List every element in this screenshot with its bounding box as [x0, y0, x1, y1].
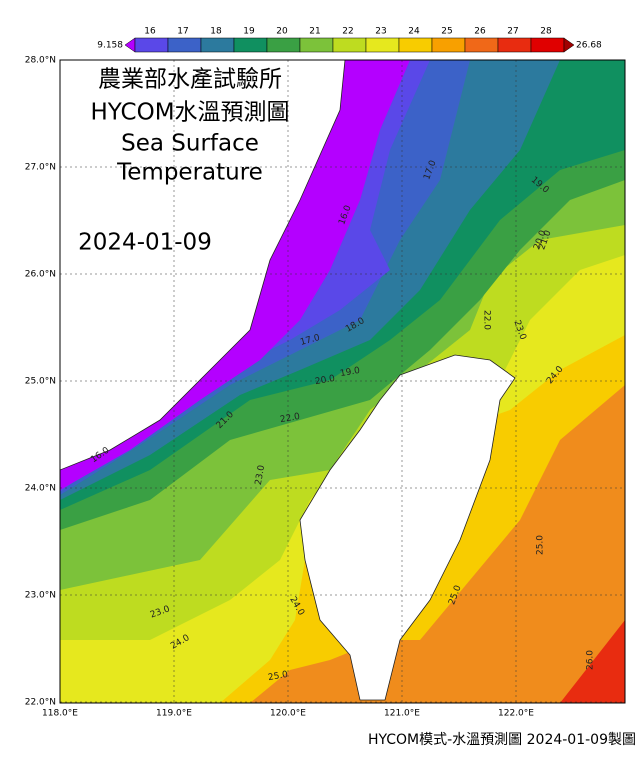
colorbar-high-triangle	[563, 37, 575, 53]
colorbar-tick-label: 19	[243, 27, 255, 37]
colorbar-tick-label: 25	[441, 27, 452, 37]
colorbar-tick-label: 20	[276, 27, 288, 37]
title-agency: 農業部水產試驗所	[98, 67, 282, 93]
colorbar-tick-label: 17	[177, 27, 188, 37]
contour-label: 23.0	[254, 464, 267, 486]
colorbar-swatch	[200, 37, 235, 53]
title-variable-1: Sea Surface	[121, 131, 259, 157]
colorbar-tick-label: 18	[210, 27, 222, 37]
colorbar-swatch	[332, 37, 367, 53]
colorbar-swatch	[134, 37, 169, 53]
colorbar-low-triangle	[124, 37, 136, 53]
colorbar-min-label: 9.158	[97, 41, 123, 51]
lat-label: 27.0°N	[25, 163, 56, 173]
plot-frame	[59, 59, 626, 704]
colorbar-swatch	[233, 37, 268, 53]
colorbar-swatch	[431, 37, 466, 53]
colorbar-swatch	[266, 37, 301, 53]
lat-label: 23.0°N	[25, 591, 56, 601]
colorbar-swatch	[497, 37, 532, 53]
lon-label: 119.0°E	[156, 709, 192, 719]
contour-label: 25.0	[267, 670, 289, 683]
lat-label: 25.0°N	[25, 377, 56, 387]
title-variable-2: Temperature	[116, 160, 263, 186]
contour-label: 19.0	[339, 366, 361, 379]
colorbar-tick-label: 16	[144, 27, 156, 37]
colorbar-tick-label: 23	[375, 27, 386, 37]
contour-label: 22.0	[279, 412, 301, 425]
lat-label: 24.0°N	[25, 484, 56, 494]
colorbar-max-label: 26.68	[576, 41, 602, 51]
colorbar-swatch	[464, 37, 499, 53]
footer: HYCOM模式-水溫預測圖 2024-01-09製圖	[368, 732, 636, 748]
colorbar-tick-label: 28	[540, 27, 552, 37]
colorbar-tick-label: 22	[342, 27, 353, 37]
colorbar-tick-label: 26	[474, 27, 486, 37]
lon-label: 120.0°E	[270, 709, 306, 719]
lat-label: 22.0°N	[25, 698, 56, 708]
colorbar-swatch	[398, 37, 433, 53]
contour-label: 22.0	[482, 310, 492, 330]
lon-label: 118.0°E	[42, 709, 78, 719]
lon-label: 121.0°E	[384, 709, 420, 719]
colorbar-swatch	[167, 37, 202, 53]
lat-label: 26.0°N	[25, 270, 56, 280]
lat-label: 28.0°N	[25, 56, 56, 66]
colorbar-swatch	[299, 37, 334, 53]
colorbar-swatch	[530, 37, 565, 53]
temperature-field	[60, 60, 625, 703]
title-product: HYCOM水溫預測圖	[90, 100, 289, 126]
title-date: 2024-01-09	[78, 230, 212, 256]
colorbar-tick-label: 21	[309, 27, 320, 37]
contour-label: 25.0	[536, 535, 546, 555]
lon-label: 122.0°E	[498, 709, 534, 719]
colorbar-swatch	[365, 37, 400, 53]
colorbar-tick-label: 27	[507, 27, 518, 37]
colorbar-tick-label: 24	[408, 27, 420, 37]
contour-label: 26.0	[586, 650, 596, 670]
contour-label: 20.0	[314, 374, 336, 387]
